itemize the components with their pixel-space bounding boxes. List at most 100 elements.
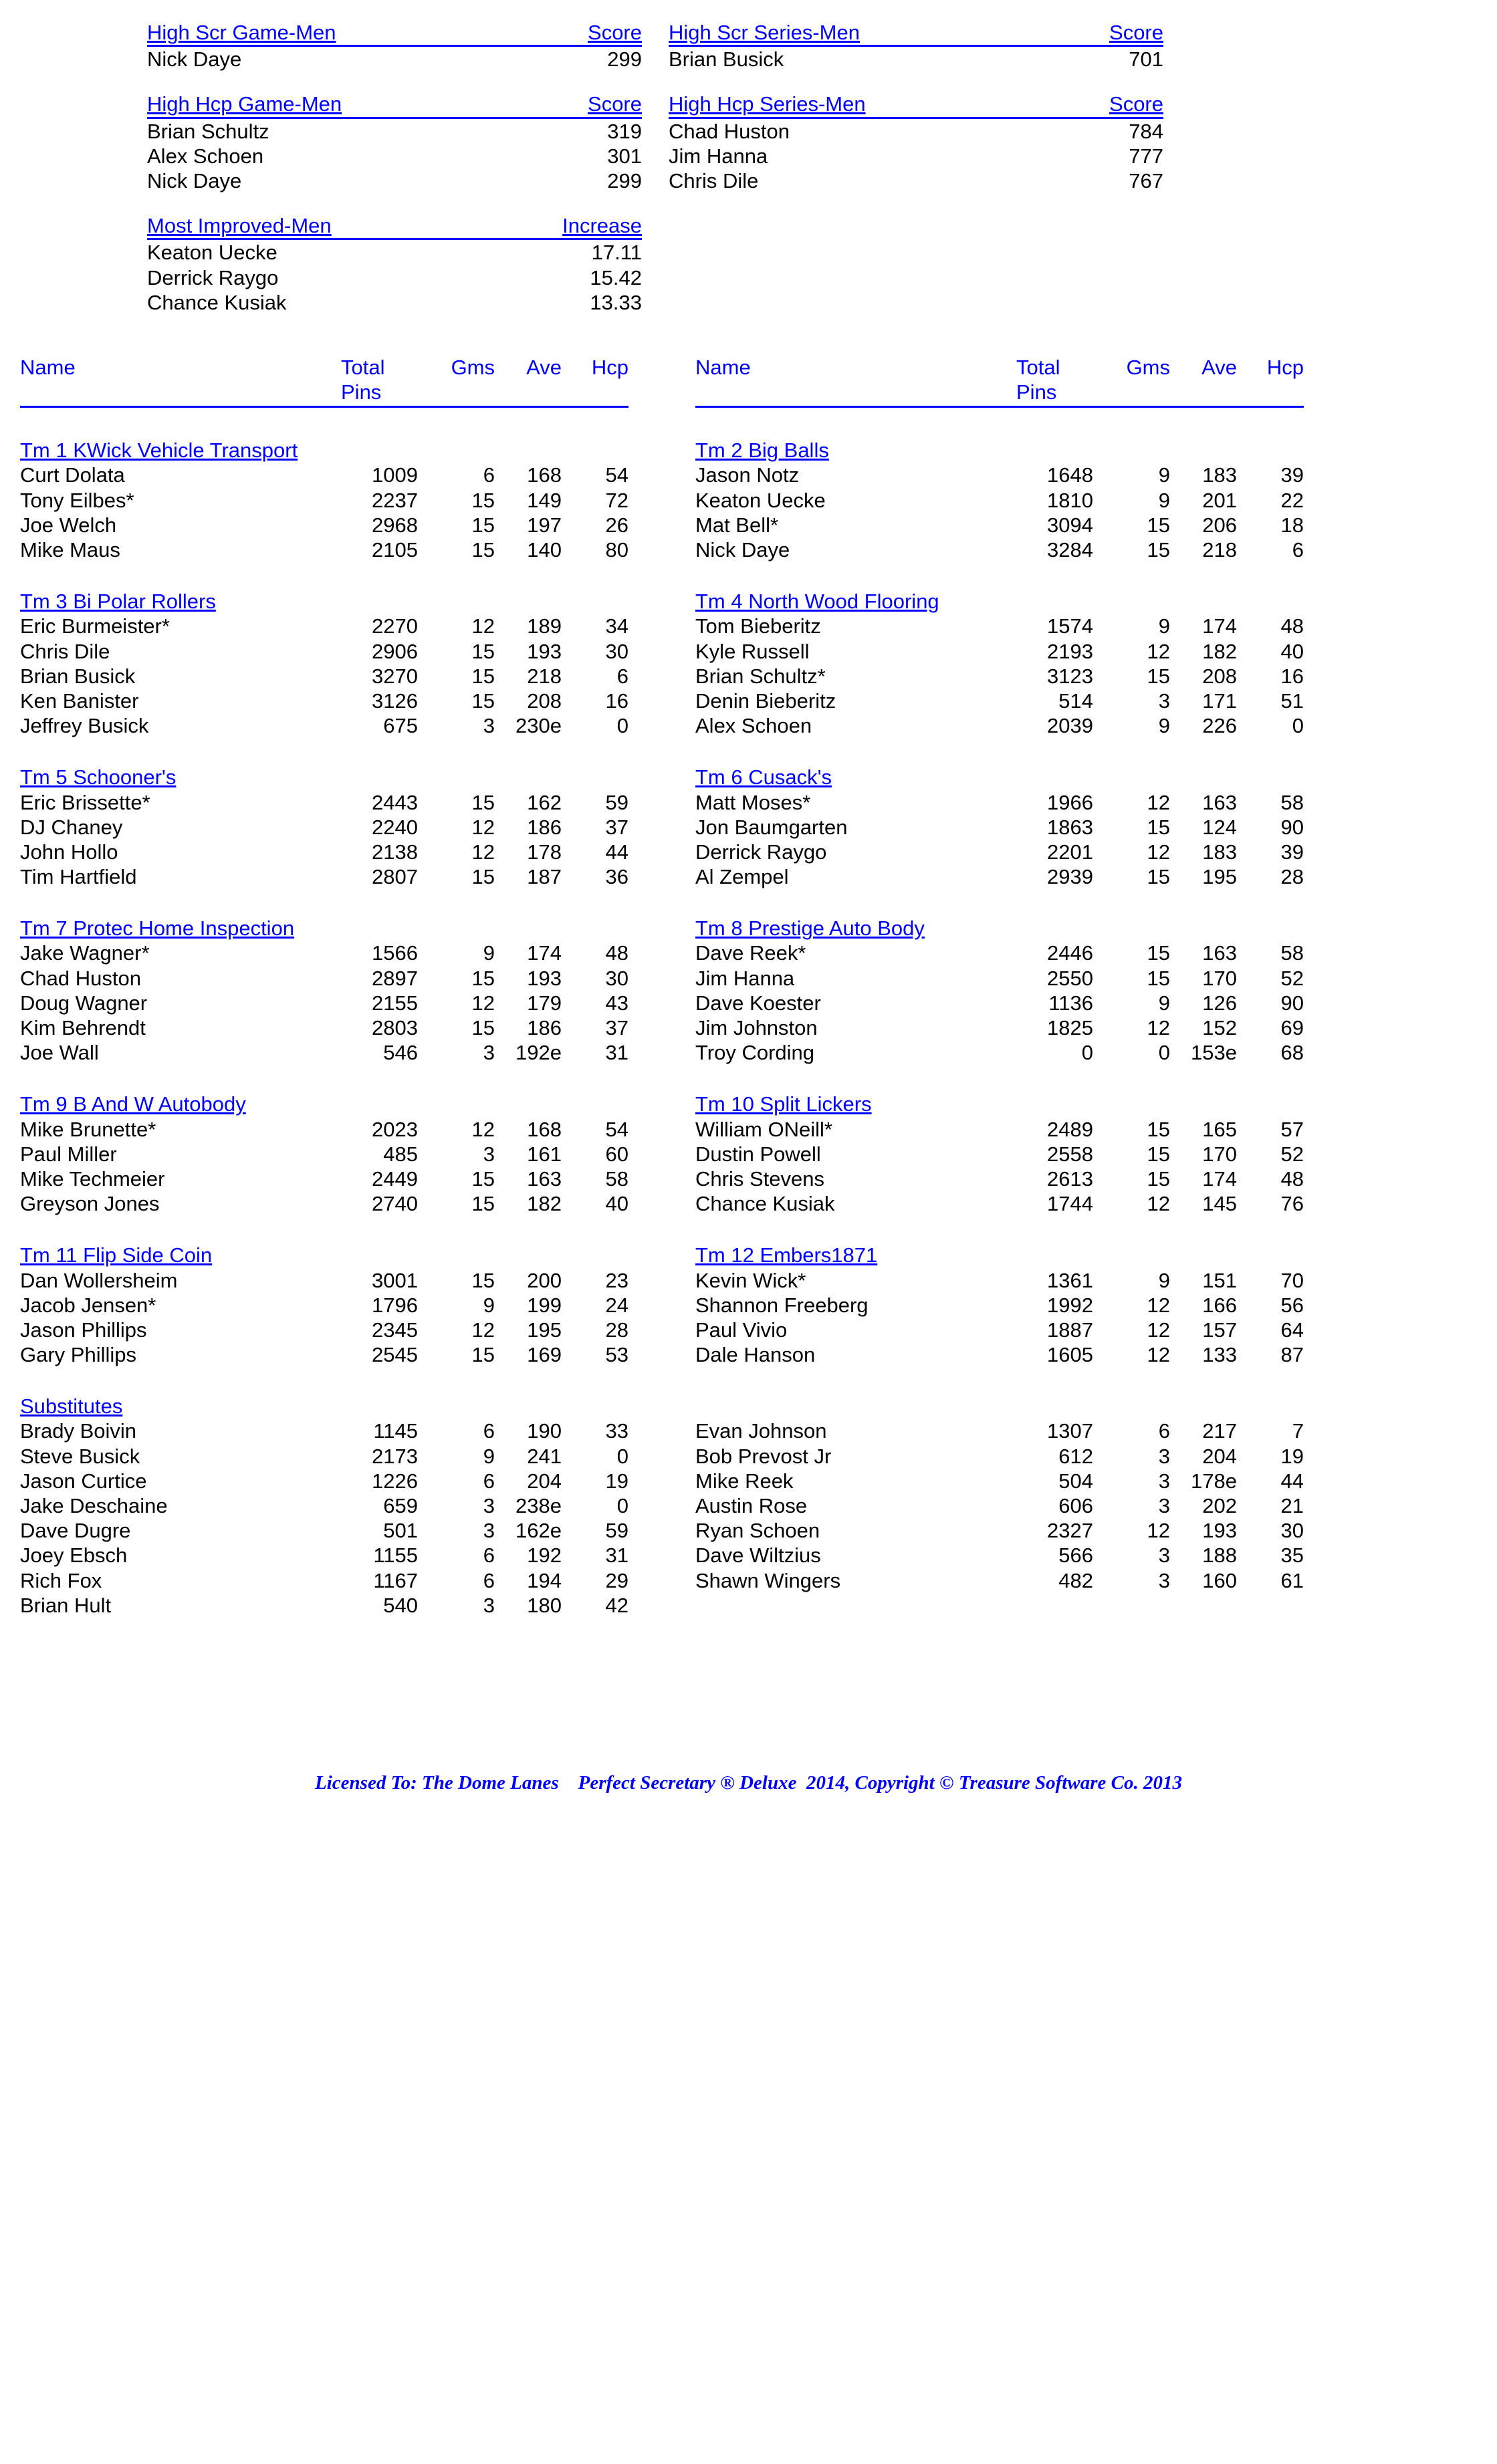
player-ave: 170 <box>1170 1142 1237 1166</box>
stat-name: Brian Busick <box>669 47 1056 72</box>
player-name: Brady Boivin <box>20 1419 341 1443</box>
player-gms: 3 <box>1093 1469 1170 1493</box>
player-row: Mike Brunette* 2023 12 168 54 <box>20 1117 628 1142</box>
player-ave: 206 <box>1170 513 1237 537</box>
player-row: Jim Hanna 2550 15 170 52 <box>695 966 1304 991</box>
player-gms: 6 <box>1093 1419 1170 1443</box>
player-name: Brian Schultz* <box>695 664 1016 689</box>
stat-value: 13.33 <box>535 290 642 315</box>
header-gms: Gms <box>418 355 495 404</box>
player-row: Joey Ebsch 1155 6 192 31 <box>20 1543 628 1568</box>
player-hcp: 36 <box>562 864 628 889</box>
player-ave: 189 <box>495 614 562 638</box>
player-row: Jim Johnston 1825 12 152 69 <box>695 1015 1304 1040</box>
player-row: Tim Hartfield 2807 15 187 36 <box>20 864 628 889</box>
player-name: Curt Dolata <box>20 463 341 487</box>
player-ave: 201 <box>1170 488 1237 513</box>
player-hcp: 6 <box>562 664 628 689</box>
player-ave: 162 <box>495 790 562 815</box>
player-name: Mike Maus <box>20 537 341 562</box>
player-name: Kevin Wick* <box>695 1268 1016 1293</box>
player-pins: 2173 <box>341 1444 418 1469</box>
player-row: Joe Welch 2968 15 197 26 <box>20 513 628 537</box>
player-row: Kevin Wick* 1361 9 151 70 <box>695 1268 1304 1293</box>
player-hcp: 39 <box>1237 463 1304 487</box>
player-ave: 140 <box>495 537 562 562</box>
player-pins: 1167 <box>341 1568 418 1593</box>
stat-score-label: Score <box>535 92 642 116</box>
player-hcp: 30 <box>562 966 628 991</box>
player-name: Denin Bieberitz <box>695 689 1016 713</box>
player-hcp: 68 <box>1237 1040 1304 1065</box>
player-ave: 218 <box>1170 537 1237 562</box>
player-gms: 6 <box>418 1568 495 1593</box>
stat-title: High Scr Series-Men <box>669 20 1056 45</box>
player-ave: 162e <box>495 1518 562 1543</box>
player-row: Mike Techmeier 2449 15 163 58 <box>20 1166 628 1191</box>
player-hcp: 39 <box>1237 840 1304 864</box>
player-name: Joey Ebsch <box>20 1543 341 1568</box>
player-ave: 168 <box>495 463 562 487</box>
player-name: Brian Busick <box>20 664 341 689</box>
player-name: Gary Phillips <box>20 1342 341 1367</box>
player-pins: 1136 <box>1016 991 1093 1015</box>
player-row: Jason Curtice 1226 6 204 19 <box>20 1469 628 1493</box>
player-gms: 12 <box>1093 1342 1170 1367</box>
player-ave: 163 <box>1170 941 1237 965</box>
player-hcp: 37 <box>562 1015 628 1040</box>
player-row: Derrick Raygo 2201 12 183 39 <box>695 840 1304 864</box>
player-name: Alex Schoen <box>695 713 1016 738</box>
high-scr-game-block: High Scr Game-MenScoreNick Daye299 <box>147 20 642 72</box>
player-pins: 3284 <box>1016 537 1093 562</box>
player-pins: 1825 <box>1016 1015 1093 1040</box>
player-ave: 192e <box>495 1040 562 1065</box>
player-name: Dan Wollersheim <box>20 1268 341 1293</box>
player-gms: 9 <box>418 1293 495 1318</box>
player-ave: 186 <box>495 1015 562 1040</box>
player-name: Keaton Uecke <box>695 488 1016 513</box>
player-ave: 187 <box>495 864 562 889</box>
player-name: Joe Welch <box>20 513 341 537</box>
player-gms: 15 <box>1093 966 1170 991</box>
player-ave: 153e <box>1170 1040 1237 1065</box>
team-block: Tm 11 Flip Side Coin Dan Wollersheim 300… <box>20 1243 628 1367</box>
player-pins: 0 <box>1016 1040 1093 1065</box>
player-ave: 160 <box>1170 1568 1237 1593</box>
header-total: Total <box>341 355 384 380</box>
player-row: Brian Hult 540 3 180 42 <box>20 1593 628 1618</box>
player-ave: 151 <box>1170 1268 1237 1293</box>
player-row: Brian Schultz* 3123 15 208 16 <box>695 664 1304 689</box>
player-hcp: 90 <box>1237 991 1304 1015</box>
player-hcp: 70 <box>1237 1268 1304 1293</box>
player-pins: 2023 <box>341 1117 418 1142</box>
player-gms: 15 <box>418 488 495 513</box>
player-name: Mike Techmeier <box>20 1166 341 1191</box>
player-name: Ken Banister <box>20 689 341 713</box>
player-row: Paul Vivio 1887 12 157 64 <box>695 1318 1304 1342</box>
player-name: Shannon Freeberg <box>695 1293 1016 1318</box>
player-name: Ryan Schoen <box>695 1518 1016 1543</box>
player-name: Bob Prevost Jr <box>695 1444 1016 1469</box>
player-gms: 9 <box>1093 488 1170 513</box>
player-hcp: 35 <box>1237 1543 1304 1568</box>
player-name: Jacob Jensen* <box>20 1293 341 1318</box>
player-pins: 612 <box>1016 1444 1093 1469</box>
player-row: Dustin Powell 2558 15 170 52 <box>695 1142 1304 1166</box>
player-gms: 15 <box>1093 513 1170 537</box>
player-hcp: 16 <box>1237 664 1304 689</box>
player-hcp: 64 <box>1237 1318 1304 1342</box>
player-hcp: 58 <box>1237 941 1304 965</box>
player-pins: 2039 <box>1016 713 1093 738</box>
player-gms: 9 <box>1093 991 1170 1015</box>
header-hcp: Hcp <box>562 355 628 404</box>
header-ave: Ave <box>1170 355 1237 404</box>
player-hcp: 30 <box>1237 1518 1304 1543</box>
player-name: Eric Burmeister* <box>20 614 341 638</box>
player-hcp: 59 <box>562 790 628 815</box>
player-pins: 606 <box>1016 1493 1093 1518</box>
player-ave: 193 <box>495 639 562 664</box>
player-row: Troy Cording 0 0 153e 68 <box>695 1040 1304 1065</box>
team-block: Tm 3 Bi Polar Rollers Eric Burmeister* 2… <box>20 589 628 738</box>
player-pins: 1810 <box>1016 488 1093 513</box>
player-gms: 12 <box>418 1117 495 1142</box>
